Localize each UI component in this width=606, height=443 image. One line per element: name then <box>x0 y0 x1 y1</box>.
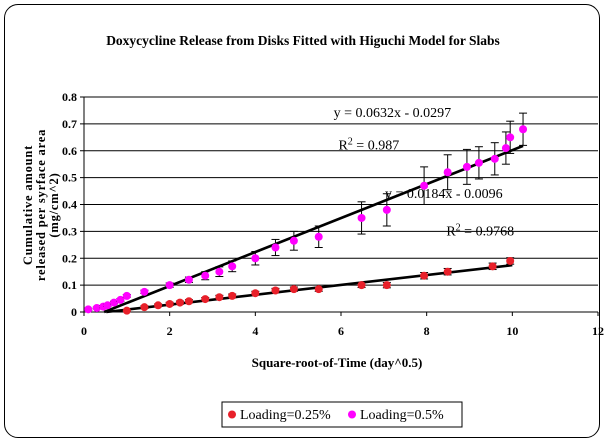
data-point-1-1 <box>92 303 101 312</box>
trendline-0 <box>103 144 524 314</box>
annotation-1-rest: = 0.987 <box>353 138 399 153</box>
annotation-0: y = 0.0632x - 0.0297 <box>334 106 452 121</box>
legend-label-1: Loading=0.5% <box>360 408 444 423</box>
legend-label-0: Loading=0.25% <box>240 408 331 423</box>
y-tick-label-4: 0.4 <box>62 198 77 212</box>
data-point-1-23 <box>490 154 499 163</box>
data-point-1-25 <box>506 133 515 142</box>
data-point-1-13 <box>251 254 260 263</box>
x-tick-label-3: 6 <box>338 324 344 338</box>
data-point-1-22 <box>474 158 483 167</box>
data-point-1-12 <box>228 262 237 271</box>
annotation-0-text: y = 0.0632x - 0.0297 <box>334 106 452 121</box>
y-tick-label-6: 0.6 <box>62 144 77 158</box>
data-point-1-6 <box>122 291 131 300</box>
axes: 0 0.1 0.2 0.3 0.4 0.5 0.6 0.7 0.8 0 2 4 6 8 10 12 <box>62 90 604 338</box>
y-tick-label-1: 0.1 <box>62 278 77 292</box>
y-axis-label-line-1: Cumulative amount <box>21 145 35 265</box>
x-tick-label-2: 4 <box>252 324 258 338</box>
y-tick-label-2: 0.2 <box>62 251 77 265</box>
data-point-0-8 <box>228 291 237 300</box>
y-tick-label-0: 0 <box>71 305 77 319</box>
x-tick-label-4: 8 <box>424 324 430 338</box>
data-point-1-0 <box>84 305 93 314</box>
x-tick-label-0: 0 <box>81 324 87 338</box>
y-tick-label-5: 0.5 <box>62 171 77 185</box>
data-point-0-16 <box>443 267 452 276</box>
data-point-0-10 <box>271 286 280 295</box>
data-point-1-20 <box>443 168 452 177</box>
x-axis-label: Square-root-of-Time (day^0.5) <box>252 355 423 370</box>
data-point-0-15 <box>420 271 429 280</box>
data-point-1-8 <box>165 281 174 290</box>
annotation-1: R2 = 0.987 <box>338 136 399 154</box>
y-gridlines <box>84 96 598 286</box>
annotation-2-text: y = 0.0184x - 0.0096 <box>385 187 503 202</box>
data-point-1-5 <box>116 295 125 304</box>
data-point-1-16 <box>314 232 323 241</box>
series-0 <box>122 256 515 315</box>
data-point-1-10 <box>201 271 210 280</box>
data-point-1-3 <box>103 301 112 310</box>
annotation-1-sup: 2 <box>348 136 353 147</box>
chart-frame <box>4 4 600 438</box>
x-tick-label-5: 10 <box>506 324 518 338</box>
data-point-0-7 <box>215 293 224 302</box>
data-point-0-0 <box>122 306 131 315</box>
data-point-1-24 <box>501 144 510 153</box>
data-point-1-11 <box>215 267 224 276</box>
data-point-0-12 <box>314 285 323 294</box>
data-point-0-1 <box>140 303 149 312</box>
data-point-1-21 <box>462 162 471 171</box>
annotation-3-rest: = 0.9768 <box>461 224 514 239</box>
data-point-0-18 <box>506 256 515 265</box>
y-tick-label-3: 0.3 <box>62 224 77 238</box>
data-series <box>84 112 528 315</box>
annotation-2: y = 0.0184x - 0.0096 <box>385 187 503 202</box>
legend-marker-1 <box>348 410 356 419</box>
data-point-0-14 <box>382 281 391 290</box>
data-point-1-15 <box>289 236 298 245</box>
data-point-0-17 <box>488 262 497 271</box>
y-axis-label: Cumulative amount released per syrface a… <box>21 129 61 281</box>
data-point-0-4 <box>175 298 184 307</box>
data-point-0-11 <box>289 285 298 294</box>
data-point-1-19 <box>420 181 429 190</box>
data-point-0-2 <box>154 301 163 310</box>
data-point-1-4 <box>109 298 118 307</box>
data-point-1-14 <box>271 243 280 252</box>
legend-box <box>221 401 463 428</box>
data-point-0-9 <box>251 289 260 298</box>
annotation-3-text: R <box>446 224 456 239</box>
x-tick-label-1: 2 <box>167 324 173 338</box>
annotation-1-text: R <box>338 138 348 153</box>
y-axis-label-line-2: released per syrface area <box>34 129 48 281</box>
data-point-1-18 <box>382 205 391 214</box>
y-axis-label-line-3: (mg/cm^2) <box>47 172 61 237</box>
y-tick-label-8: 0.8 <box>62 90 77 104</box>
annotation-3-sup: 2 <box>456 222 461 233</box>
data-point-1-26 <box>519 125 528 134</box>
data-point-0-3 <box>165 299 174 308</box>
data-point-0-5 <box>184 297 193 306</box>
annotation-3: R2 = 0.9768 <box>446 222 514 240</box>
data-point-0-13 <box>357 281 366 290</box>
data-point-0-6 <box>201 295 210 304</box>
chart-title: Doxycycline Release from Disks Fitted wi… <box>106 33 500 48</box>
y-tick-label-7: 0.7 <box>62 117 77 131</box>
data-point-1-7 <box>140 287 149 296</box>
x-tick-label-6: 12 <box>592 324 604 338</box>
series-1 <box>84 112 528 314</box>
legend: Loading=0.25% Loading=0.5% <box>221 401 463 428</box>
data-point-1-17 <box>357 213 366 222</box>
data-point-1-9 <box>184 275 193 284</box>
legend-marker-0 <box>228 410 236 419</box>
